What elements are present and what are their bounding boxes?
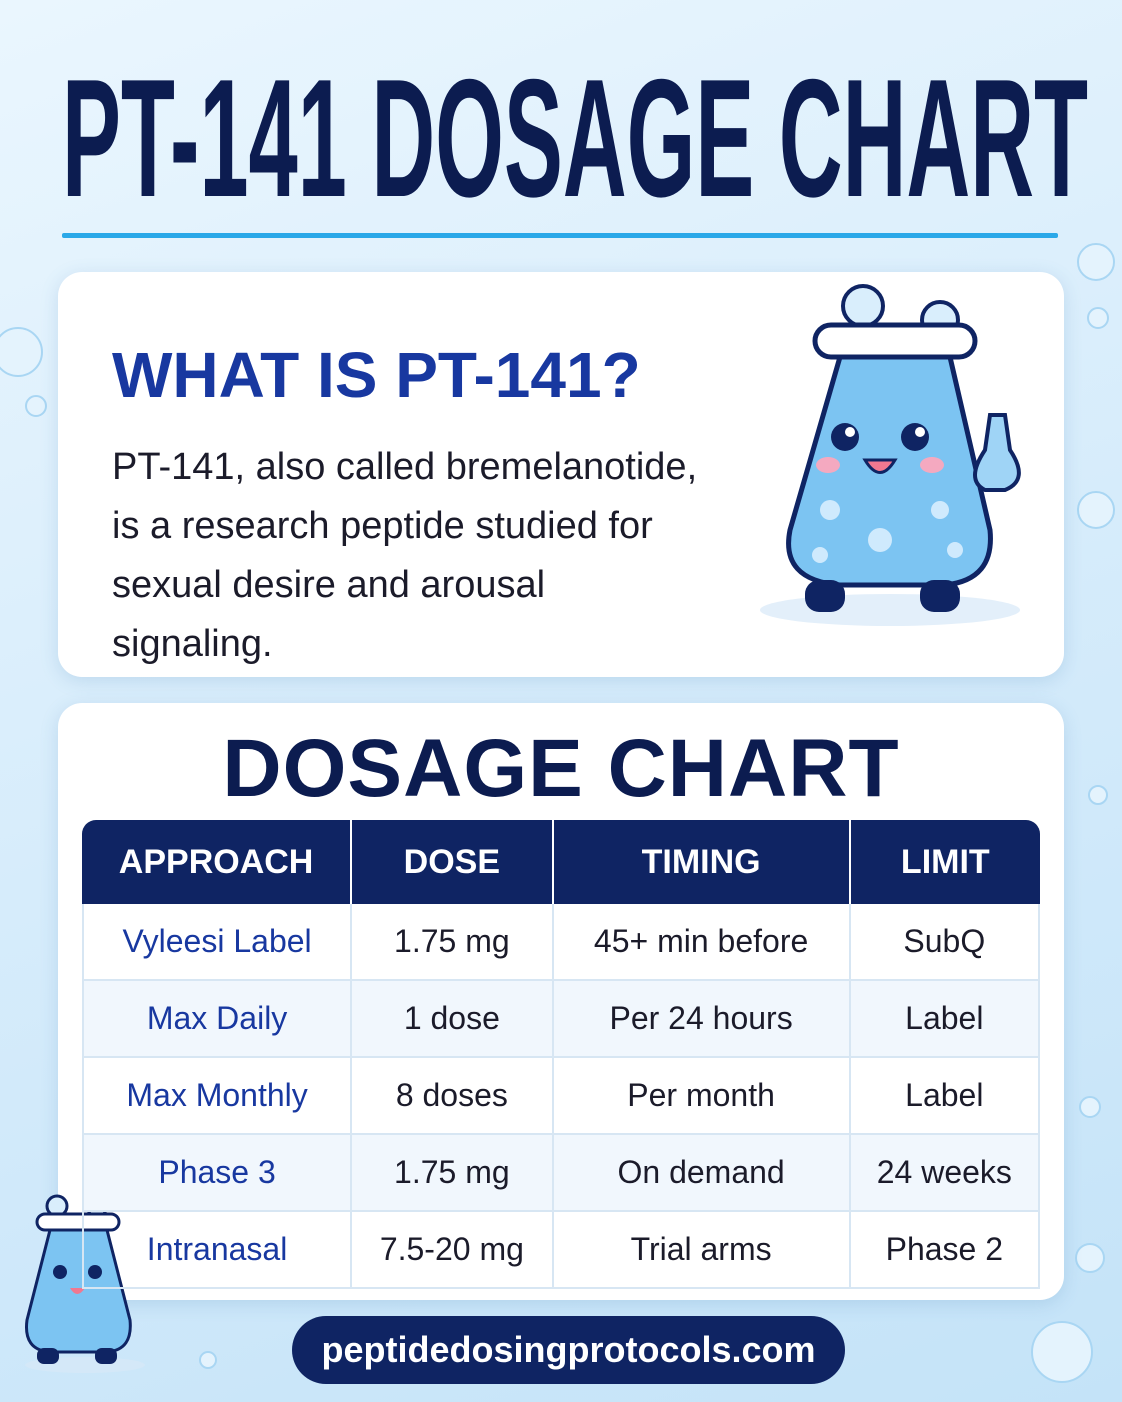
column-header: TIMING xyxy=(553,820,851,904)
mascot-small xyxy=(24,1194,145,1373)
page-title: PT-141 DOSAGE CHART xyxy=(62,44,1088,232)
table-cell: 24 weeks xyxy=(850,1135,1040,1212)
intro-heading: WHAT IS PT-141? xyxy=(112,339,641,411)
mascot xyxy=(760,284,1021,626)
table-row: Phase 3 1.75 mg On demand 24 weeks xyxy=(82,1135,1040,1212)
table-cell: Phase 2 xyxy=(850,1212,1040,1289)
table-cell: On demand xyxy=(553,1135,851,1212)
table-cell: Phase 3 xyxy=(82,1135,353,1212)
bubbles xyxy=(0,243,1115,1383)
table-cell: Per month xyxy=(553,1058,851,1135)
table-row: Max Monthly 8 doses Per month Label xyxy=(82,1058,1040,1135)
table-cell: Max Daily xyxy=(82,981,353,1058)
intro-text: PT-141, also called bremelanotide, is a … xyxy=(112,446,698,665)
table-cell: Vyleesi Label xyxy=(82,904,353,981)
table-title: DOSAGE CHART xyxy=(222,723,900,814)
table-row: Intranasal 7.5-20 mg Trial arms Phase 2 xyxy=(82,1212,1040,1289)
table-cell: 8 doses xyxy=(352,1058,554,1135)
divider xyxy=(62,233,1058,238)
header-row: APPROACH DOSE TIMING LIMIT xyxy=(82,820,1040,904)
table-row: Max Daily 1 dose Per 24 hours Label xyxy=(82,981,1040,1058)
table-cell: 1.75 mg xyxy=(352,1135,554,1212)
table-cell: SubQ xyxy=(850,904,1040,981)
table-cell: Per 24 hours xyxy=(553,981,851,1058)
column-header: APPROACH xyxy=(82,820,353,904)
column-header: DOSE xyxy=(352,820,554,904)
table-cell: 45+ min before xyxy=(553,904,851,981)
table-cell: Label xyxy=(850,981,1040,1058)
table-cell: Label xyxy=(850,1058,1040,1135)
column-header: LIMIT xyxy=(850,820,1040,904)
dosage-table: APPROACH DOSE TIMING LIMIT Vyleesi Label 1.75… xyxy=(82,820,1040,1289)
table-cell: Intranasal xyxy=(82,1212,353,1289)
table-cell: 1 dose xyxy=(352,981,554,1058)
table-cell: Trial arms xyxy=(553,1212,851,1289)
table-cell: Max Monthly xyxy=(82,1058,353,1135)
table-cell: 7.5-20 mg xyxy=(352,1212,554,1289)
footer-url: peptidedosingprotocols.com xyxy=(292,1316,845,1384)
table-row: Vyleesi Label 1.75 mg 45+ min before SubQ xyxy=(82,904,1040,981)
table-cell: 1.75 mg xyxy=(352,904,554,981)
